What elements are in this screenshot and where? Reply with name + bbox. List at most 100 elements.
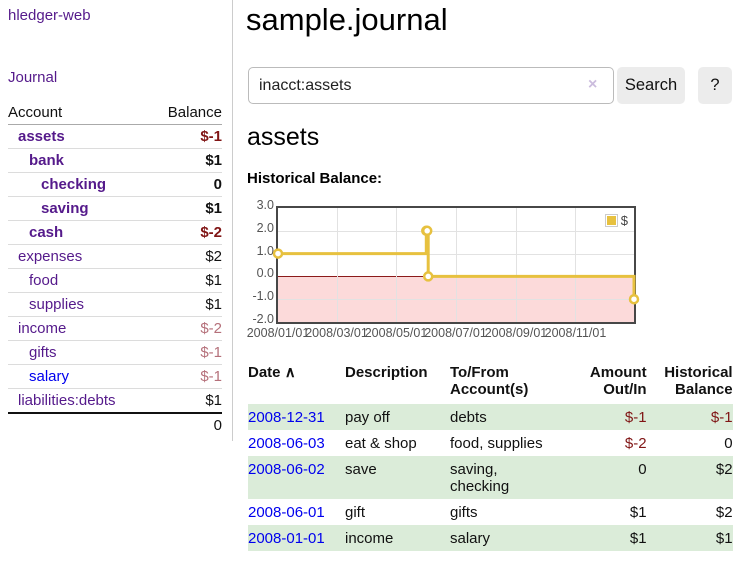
search-button[interactable]: Search: [617, 67, 685, 104]
transaction-amount: $1: [629, 504, 647, 521]
page-title: sample.journal: [246, 2, 448, 37]
y-axis-tick-label: 0.0: [256, 266, 274, 281]
search-input[interactable]: [248, 67, 614, 104]
table-row: 2008-12-31 pay off debts $-1 $-1: [248, 404, 733, 430]
transaction-accounts: debts: [450, 409, 487, 426]
transaction-date-link[interactable]: 2008-12-31: [248, 409, 325, 426]
table-row: 2008-06-02 save saving, checking 0 $2: [248, 456, 733, 499]
transaction-accounts: food, supplies: [450, 435, 543, 452]
transaction-accounts: gifts: [450, 504, 478, 521]
table-row: 2008-06-01 gift gifts $1 $2: [248, 499, 733, 525]
transaction-date-link[interactable]: 2008-06-03: [248, 435, 325, 452]
sidebar-account-link[interactable]: food: [29, 272, 59, 289]
data-point-marker: [272, 248, 284, 259]
help-button[interactable]: ?: [698, 67, 732, 104]
account-row: checking 0: [8, 172, 222, 197]
sidebar-account-link[interactable]: liabilities:debts: [18, 392, 116, 409]
account-balance: $-1: [150, 340, 222, 365]
register-body: 2008-12-31 pay off debts $-1 $-1 2008-06-03 ea…: [248, 404, 733, 551]
chart-title: Historical Balance:: [247, 170, 383, 187]
clear-search-icon[interactable]: ×: [588, 76, 598, 93]
x-axis-tick-label: 2008/03/01: [305, 326, 368, 340]
sidebar-account-link[interactable]: gifts: [29, 344, 57, 361]
transaction-date-link[interactable]: 2008-06-01: [248, 504, 325, 521]
account-balance: $1: [150, 268, 222, 293]
x-axis-tick-label: 2008/05/01: [364, 326, 428, 340]
balance-line-series: [272, 225, 640, 305]
account-row: salary $-1: [8, 364, 222, 389]
transaction-balance: $2: [715, 461, 733, 478]
y-axis-tick-label: 3.0: [256, 198, 274, 212]
sidebar-item-journal[interactable]: Journal: [8, 69, 58, 86]
table-row: 2008-06-03 eat & shop food, supplies $-2 0: [248, 430, 733, 456]
sidebar-account-link[interactable]: bank: [29, 152, 65, 169]
table-row: 2008-01-01 income salary $1 $1: [248, 525, 733, 551]
account-row: expenses $2: [8, 244, 222, 269]
sidebar-account-link[interactable]: checking: [41, 176, 107, 193]
transaction-balance: $1: [715, 530, 733, 547]
gridline: [396, 208, 398, 322]
transaction-description: eat & shop: [345, 435, 417, 452]
app-brand-link[interactable]: hledger-web: [8, 7, 91, 24]
account-balance: $1: [150, 292, 222, 317]
y-axis-tick-label: 2.0: [256, 220, 274, 235]
account-row: bank $1: [8, 148, 222, 173]
x-axis-tick-label: 2008/07/01: [424, 326, 487, 340]
historical-balance-column-header: Historical Balance: [664, 364, 733, 398]
transaction-amount: $-1: [624, 409, 647, 426]
transaction-amount: $1: [629, 530, 647, 547]
sidebar-account-link[interactable]: assets: [18, 128, 65, 145]
transaction-balance: $-1: [710, 409, 733, 426]
y-axis-tick-label: 1.0: [256, 243, 274, 258]
account-balance: $2: [150, 244, 222, 269]
sidebar-account-link[interactable]: salary: [29, 368, 70, 385]
transaction-date-link[interactable]: 2008-01-01: [248, 530, 325, 547]
account-row: assets $-1: [8, 124, 222, 149]
account-balance: $1: [150, 388, 222, 414]
gridline: [455, 208, 457, 322]
transaction-date-link[interactable]: 2008-06-02: [248, 461, 325, 478]
register-header-row: Date ∧ Description To/From Account(s) Amo…: [248, 364, 733, 404]
transaction-description: pay off: [345, 409, 390, 426]
historical-balance-chart: $ 3.0 2.0 1.0 0.0 -1.0 -2.0 2008/01/01 2008/03/…: [246, 198, 688, 347]
y-axis-tick-label: -2.0: [252, 312, 274, 326]
account-row: income $-2: [8, 316, 222, 341]
account-row: cash $-2: [8, 220, 222, 245]
accounts-total-balance: 0: [150, 412, 222, 437]
transaction-description: save: [345, 461, 377, 478]
date-column-header[interactable]: Date ∧: [248, 364, 296, 381]
data-point-marker: [422, 271, 434, 282]
accounts-balance-table: Account Balance assets $-1 bank $1 checking 0…: [8, 101, 222, 437]
sidebar-account-link[interactable]: expenses: [18, 248, 83, 265]
account-row: gifts $-1: [8, 340, 222, 365]
accounts-column-header2: To/From Account(s): [450, 364, 529, 398]
x-axis-tick-label: 2008/01/01: [246, 326, 310, 340]
transaction-description: income: [345, 530, 394, 547]
sidebar-account-link[interactable]: income: [18, 320, 67, 337]
accounts-column-header: Account: [8, 101, 151, 125]
transaction-balance: $2: [715, 504, 733, 521]
transaction-balance: 0: [724, 435, 733, 452]
account-row: food $1: [8, 268, 222, 293]
account-balance: $-1: [150, 124, 222, 149]
chart-plot-area[interactable]: $: [272, 206, 640, 324]
sidebar: hledger-web Journal Account Balance asse…: [0, 0, 233, 441]
account-balance: $1: [150, 148, 222, 173]
gridline: [515, 208, 517, 322]
data-point-marker: [628, 293, 640, 305]
data-point-marker: [421, 225, 433, 237]
sidebar-account-link[interactable]: saving: [41, 200, 89, 217]
transaction-amount: $-2: [624, 435, 647, 452]
y-axis-tick-label: -1.0: [252, 289, 274, 304]
register-table: Date ∧ Description To/From Account(s) Amo…: [248, 364, 733, 551]
x-axis-tick-label: 2008/09/01: [484, 326, 548, 340]
sidebar-account-link[interactable]: cash: [29, 224, 64, 241]
x-axis-tick-label: 2008/11/01: [544, 326, 607, 340]
balance-column-header: Balance: [150, 101, 222, 125]
account-balance: $-2: [150, 316, 222, 341]
legend-swatch: [604, 214, 618, 227]
sidebar-account-link[interactable]: supplies: [29, 296, 85, 313]
account-row: saving $1: [8, 196, 222, 221]
amount-column-header: Amount Out/In: [589, 364, 647, 398]
